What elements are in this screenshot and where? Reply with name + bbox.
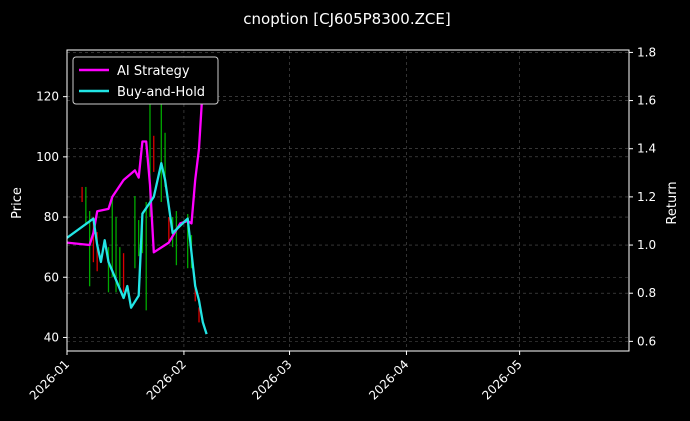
y-tick-label-left-0: 40 — [44, 330, 59, 344]
y-tick-label-left-4: 120 — [36, 90, 59, 104]
return-series — [66, 86, 208, 335]
y-tick-label-right-0: 0.6 — [637, 334, 656, 348]
y-tick-label-left-2: 80 — [44, 210, 59, 224]
y-tick-label-right-2: 1.0 — [637, 238, 656, 252]
legend-box — [72, 56, 219, 105]
plot-frame — [66, 49, 630, 352]
y-tick-label-right-1: 0.8 — [637, 286, 656, 300]
y-tick-label-right-3: 1.2 — [637, 190, 656, 204]
y-axis-label-left: Price — [10, 187, 25, 219]
legend: AI Strategy Buy-and-Hold — [72, 56, 219, 105]
grid — [66, 50, 629, 351]
y-tick-label-left-1: 60 — [44, 270, 59, 284]
series-line-ai-strategy — [66, 86, 204, 254]
series-line-buy-and-hold — [66, 162, 208, 335]
right-axis: 0.6 0.8 1.0 1.2 1.4 1.6 1.8 — [629, 45, 656, 348]
y-tick-label-right-4: 1.4 — [637, 142, 656, 156]
legend-label-ai-strategy: AI Strategy — [117, 64, 190, 79]
y-tick-label-right-6: 1.8 — [637, 45, 656, 59]
legend-label-buy-and-hold: Buy-and-Hold — [117, 85, 205, 100]
y-tick-label-left-3: 100 — [36, 150, 59, 164]
y-axis-label-right: Return — [665, 181, 680, 224]
left-axis: 40 60 80 100 120 — [36, 90, 67, 344]
chart-title: cnoption [CJ605P8300.ZCE] — [243, 10, 450, 28]
y-tick-label-right-5: 1.6 — [637, 94, 656, 108]
